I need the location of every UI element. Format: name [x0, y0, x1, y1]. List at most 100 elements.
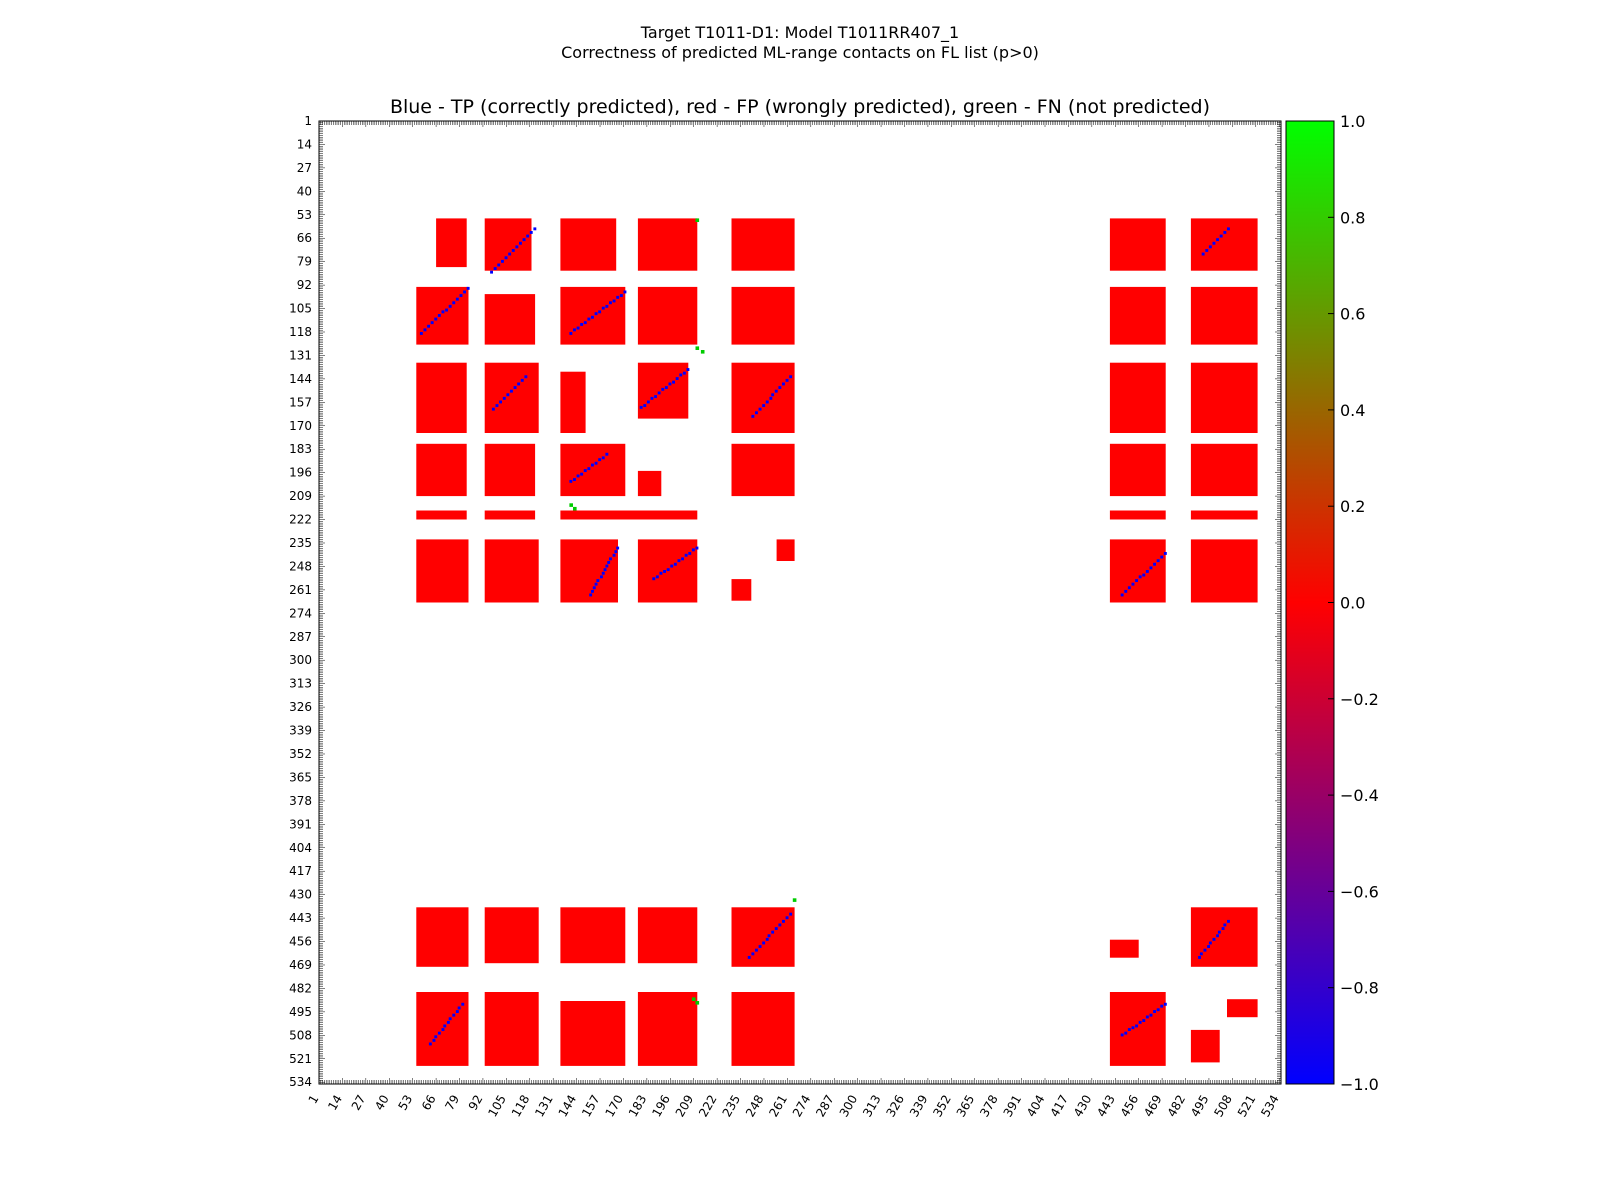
tp-cell: [591, 589, 594, 593]
y-tick-label: 326: [289, 700, 312, 714]
tp-cell: [497, 263, 501, 267]
y-tick-label: 404: [289, 841, 312, 855]
tp-cell: [607, 561, 611, 564]
y-tick-label: 248: [289, 559, 312, 573]
tp-cell: [1145, 1015, 1149, 1019]
fn-cell-7: [695, 218, 700, 222]
fp-block-47: [1190, 907, 1258, 967]
tp-cell: [1205, 249, 1209, 252]
y-tick-label: 40: [297, 184, 312, 198]
tp-cell: [639, 405, 643, 409]
tp-cell: [504, 256, 508, 260]
tp-cell: [517, 382, 521, 386]
tp-cell: [663, 570, 666, 573]
fp-block-37: [731, 579, 752, 601]
y-tick-label: 183: [289, 442, 312, 456]
y-tick-label: 495: [289, 1005, 312, 1019]
tp-cell: [789, 912, 793, 916]
tp-cell: [591, 463, 594, 467]
tp-cell: [652, 577, 656, 581]
x-tick-label: 417: [1047, 1093, 1071, 1120]
x-tick-label: 326: [884, 1093, 908, 1120]
tp-cell: [501, 259, 504, 263]
tp-cell: [1208, 245, 1212, 249]
fp-block-55: [1227, 999, 1258, 1018]
tp-cell: [601, 571, 605, 575]
y-tick-label: 157: [289, 395, 312, 409]
y-tick-label: 261: [289, 583, 312, 597]
tp-cell: [1120, 593, 1124, 597]
tp-cell: [580, 323, 584, 326]
tp-cell: [461, 1002, 465, 1006]
tp-cell: [1131, 1026, 1135, 1030]
fp-block-53: [1109, 992, 1166, 1066]
tp-cell: [580, 472, 584, 476]
x-tick-label: 287: [813, 1093, 837, 1120]
x-tick-label: 209: [673, 1093, 697, 1120]
x-tick-label: 508: [1211, 1093, 1235, 1120]
tp-cell: [785, 378, 789, 382]
fp-block-43: [560, 907, 626, 964]
tp-cell: [490, 270, 493, 274]
colorbar-tick-label: −1.0: [1340, 1075, 1379, 1094]
tp-cell: [682, 371, 686, 375]
tp-cell: [583, 469, 587, 472]
fp-block-49: [484, 992, 539, 1066]
tp-cell: [601, 456, 605, 460]
y-tick-label: 339: [289, 724, 312, 738]
tp-cell: [769, 396, 773, 400]
fp-block-45: [731, 907, 795, 967]
tp-cell: [691, 548, 695, 552]
colorbar-tick-label: 1.0: [1340, 112, 1365, 131]
tp-cell: [751, 952, 755, 956]
tp-cell: [1221, 927, 1225, 930]
tp-cell: [767, 934, 771, 938]
tp-cell: [576, 326, 580, 330]
tp-cell: [1149, 566, 1153, 570]
tp-cell: [441, 310, 445, 314]
fn-cell-3: [700, 350, 705, 354]
x-tick-label: 196: [649, 1093, 673, 1120]
x-tick-label: 92: [466, 1093, 486, 1113]
figure-suptitle-line1: Target T1011-D1: Model T1011RR407_1: [640, 23, 959, 43]
tp-cell: [437, 1031, 441, 1035]
y-tick-label: 274: [289, 606, 312, 620]
tp-cell: [603, 568, 607, 572]
y-tick-label: 352: [289, 747, 312, 761]
fp-block-16: [560, 371, 586, 433]
x-tick-label: 300: [837, 1093, 861, 1120]
fp-block-22: [484, 443, 536, 497]
fp-block-42: [484, 907, 539, 964]
y-tick-label: 53: [297, 208, 312, 222]
tp-cell: [493, 267, 497, 270]
tp-cell: [443, 1024, 447, 1028]
tp-cell: [1199, 952, 1203, 956]
tp-cell: [445, 308, 448, 312]
fp-block-30: [560, 510, 698, 520]
y-tick-label: 365: [289, 770, 312, 784]
chart-title: Blue - TP (correctly predicted), red - F…: [390, 96, 1210, 118]
x-tick-label: 248: [743, 1093, 767, 1120]
tp-cell: [609, 301, 612, 305]
fp-block-34: [484, 539, 539, 603]
y-tick-label: 430: [289, 888, 312, 902]
fn-cell-2: [695, 346, 700, 350]
y-tick-label: 14: [297, 137, 312, 151]
x-tick-label: 183: [626, 1093, 650, 1120]
tp-cell: [751, 414, 755, 418]
tp-cell: [529, 231, 533, 234]
x-tick-label: 378: [977, 1093, 1001, 1120]
x-tick-label: 534: [1258, 1093, 1282, 1120]
tp-cell: [1223, 923, 1227, 927]
tp-cell: [594, 461, 598, 465]
tp-cell: [600, 575, 603, 579]
tp-cell: [591, 315, 594, 319]
tp-cell: [1153, 1010, 1156, 1013]
tp-cell: [681, 557, 684, 561]
tp-cell: [576, 474, 580, 478]
fp-block-27: [1190, 443, 1258, 497]
y-tick-label: 27: [297, 161, 312, 175]
tp-cell: [677, 559, 681, 563]
tp-cell: [448, 304, 452, 308]
x-tick-label: 443: [1094, 1093, 1118, 1120]
